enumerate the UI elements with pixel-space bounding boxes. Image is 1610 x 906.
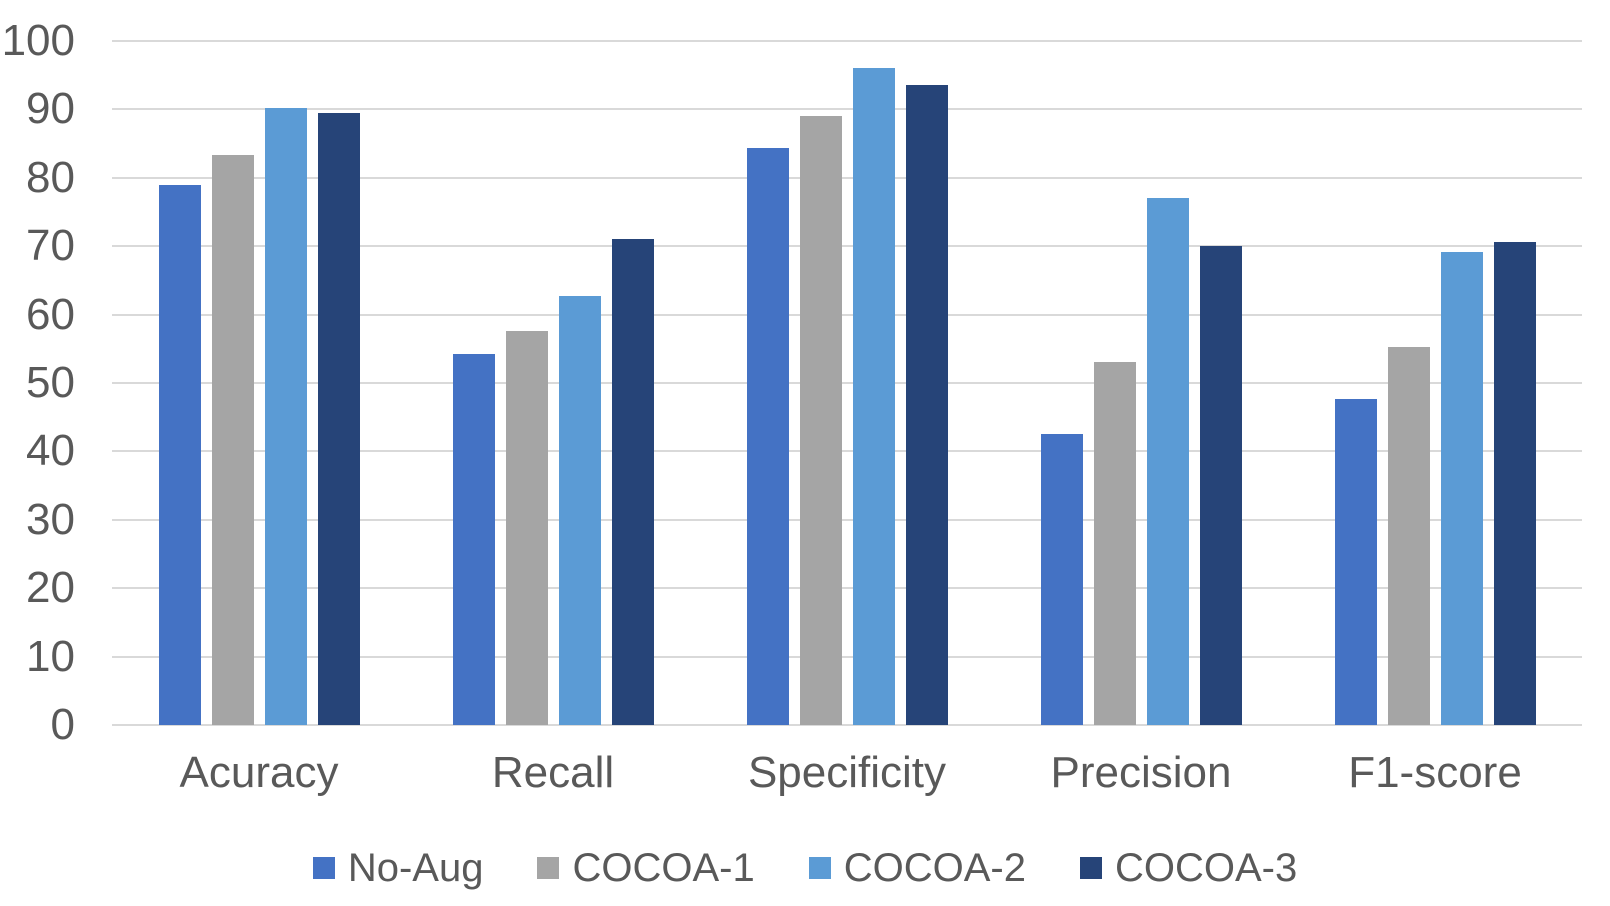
legend-label: No-Aug: [347, 846, 484, 890]
plot-area: [112, 40, 1582, 726]
category-label: F1-score: [1348, 748, 1522, 797]
gridline-y-90: [112, 108, 1582, 111]
y-axis-tick-label: 20: [26, 563, 75, 613]
bar-cocoa-3: [1493, 242, 1536, 725]
bar-cocoa-3: [905, 85, 948, 725]
gridline-y-70: [112, 245, 1582, 248]
gridline-y-30: [112, 518, 1582, 521]
bar-cocoa-2: [558, 296, 601, 725]
y-axis-tick-label: 10: [26, 631, 75, 681]
bar-cocoa-3: [611, 238, 654, 725]
bar-cocoa-1: [1093, 361, 1136, 725]
bar-group-specificity: [700, 41, 994, 725]
y-axis-tick-label: 40: [26, 426, 75, 476]
y-axis-tick-label: 0: [50, 700, 75, 749]
bar-cocoa-2: [852, 68, 895, 725]
legend-swatch-icon: [808, 857, 831, 879]
bar-cocoa-1: [211, 154, 254, 725]
bar-no-aug: [1334, 398, 1377, 725]
y-axis-tick-label: 60: [26, 289, 75, 339]
bar-group-recall: [406, 41, 700, 725]
bar-cocoa-1: [799, 116, 842, 725]
gridline-y-60: [112, 313, 1582, 316]
bar-no-aug: [158, 184, 201, 725]
y-axis-tick-label: 70: [26, 221, 75, 271]
bar-cocoa-1: [1387, 347, 1430, 725]
category-label: Acuracy: [179, 748, 339, 797]
legend-item-cocoa-3: COCOA-3: [1079, 846, 1298, 890]
y-axis-tick-label: 30: [26, 494, 75, 544]
category-label: Recall: [491, 748, 615, 797]
bar-group-f1-score: [1288, 41, 1582, 725]
legend-item-no-aug: No-Aug: [312, 846, 484, 890]
category-label: Specificity: [747, 748, 947, 797]
gridline-y-100: [112, 40, 1582, 42]
legend-swatch-icon: [312, 857, 335, 879]
gridline-y-50: [112, 382, 1582, 384]
bar-no-aug: [1040, 433, 1083, 725]
bar-cocoa-2: [1146, 198, 1189, 725]
legend-item-cocoa-1: COCOA-1: [537, 846, 755, 890]
x-axis-category-labels: Acuracy Recall Specificity Precision F1-scor…: [112, 748, 1582, 798]
gridline-y-10: [112, 655, 1582, 658]
bar-no-aug: [746, 148, 789, 725]
y-axis-tick-label: 50: [26, 358, 75, 407]
bar-group-precision: [994, 41, 1288, 725]
bar-cocoa-3: [1199, 246, 1242, 725]
bar-cocoa-2: [1440, 251, 1483, 725]
legend-label: COCOA-1: [572, 846, 755, 890]
legend-label: COCOA-3: [1114, 846, 1298, 890]
bar-cocoa-2: [264, 108, 307, 725]
bar-cocoa-3: [317, 112, 360, 725]
gridline-y-0: [112, 724, 1582, 726]
y-axis-tick-label: 80: [26, 152, 75, 202]
category-label: Precision: [1050, 748, 1232, 797]
gridline-y-40: [112, 450, 1582, 453]
legend-swatch-icon: [537, 857, 560, 879]
gridline-y-20: [112, 587, 1582, 590]
gridline-y-80: [112, 176, 1582, 179]
bar-group-acuracy: [112, 41, 406, 725]
legend-swatch-icon: [1079, 857, 1102, 879]
legend-item-cocoa-2: COCOA-2: [808, 846, 1026, 890]
legend-label: COCOA-2: [843, 846, 1026, 890]
legend: No-Aug COCOA-1 COCOA-2 COCOA-3: [0, 848, 1610, 888]
bar-no-aug: [452, 354, 495, 725]
bar-cocoa-1: [505, 331, 548, 725]
bar-groups: [112, 41, 1582, 725]
y-axis-tick-label: 100: [1, 16, 75, 65]
y-axis-tick-label: 90: [26, 84, 75, 134]
